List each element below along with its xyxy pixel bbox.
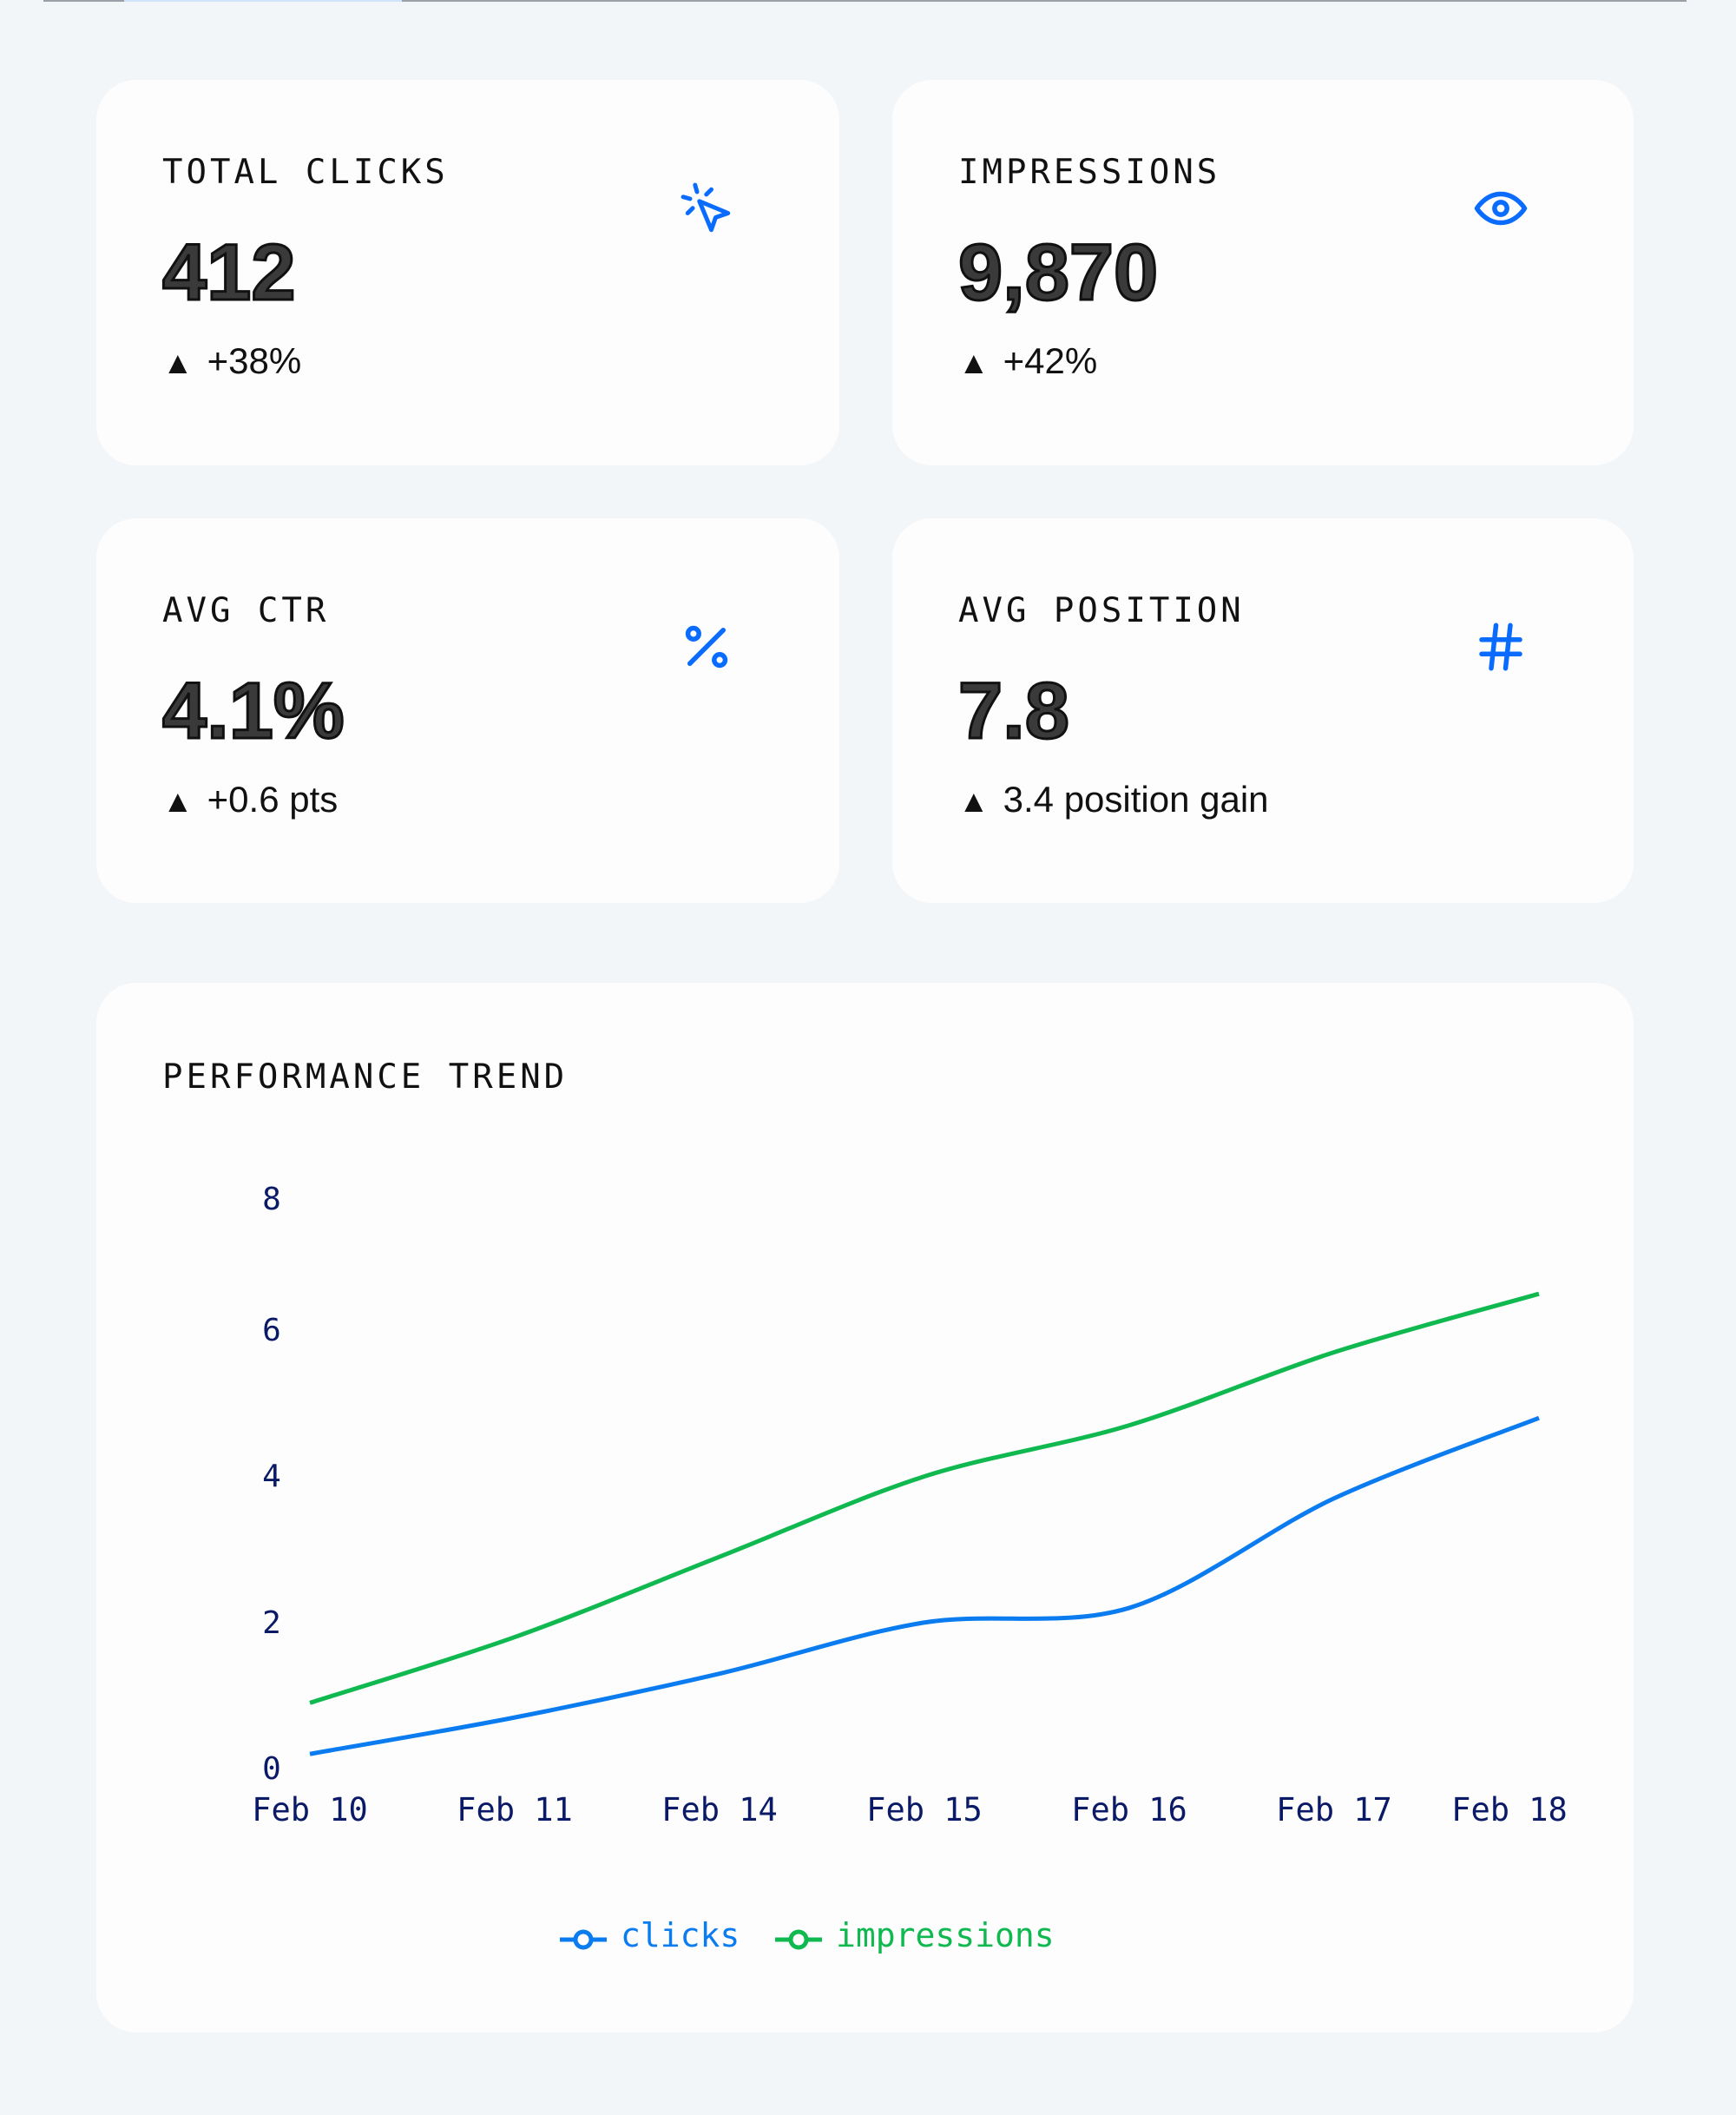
y-tick-label: 6 (262, 1313, 281, 1348)
x-tick-label: Feb 18 (1451, 1791, 1568, 1828)
legend-item-impressions: impressions (836, 1916, 1055, 1954)
cursor-click-icon (681, 182, 731, 233)
x-tick-label: Feb 10 (252, 1791, 368, 1828)
delta-text: 3.4 position gain (1003, 779, 1269, 820)
card-value: 4.1% (161, 666, 346, 757)
scrollbar-thumb[interactable] (124, 0, 402, 2)
x-tick-label: Feb 11 (457, 1791, 573, 1828)
delta-text: +38% (207, 340, 302, 381)
scrollbar-track[interactable] (43, 0, 1687, 2)
card-delta: ▲ +0.6 pts (162, 779, 338, 820)
card-value: 7.8 (957, 666, 1071, 757)
legend-marker-icon (573, 1929, 594, 1950)
triangle-up-icon: ▲ (958, 783, 990, 819)
x-tick-label: Feb 17 (1276, 1791, 1392, 1828)
card-delta: ▲ +42% (958, 340, 1097, 382)
card-avg-ctr: AVG CTR 4.1% ▲ +0.6 pts (96, 518, 839, 903)
card-value: 9,870 (957, 227, 1159, 319)
card-avg-position: AVG POSITION 7.8 ▲ 3.4 position gain (892, 518, 1634, 903)
x-tick-label: Feb 15 (866, 1791, 983, 1828)
series-line-clicks (309, 1415, 1540, 1756)
x-tick-label: Feb 16 (1071, 1791, 1187, 1828)
y-tick-label: 8 (262, 1182, 281, 1217)
chart-card: PERFORMANCE TREND (96, 983, 1634, 2033)
card-value: 412 (161, 227, 297, 319)
chart-title: PERFORMANCE TREND (162, 1058, 569, 1097)
card-label: AVG POSITION (958, 591, 1245, 630)
card-label: AVG CTR (162, 591, 330, 630)
delta-text: +0.6 pts (207, 779, 339, 820)
x-tick-label: Feb 14 (661, 1791, 778, 1828)
y-tick-label: 4 (262, 1459, 281, 1494)
card-label: IMPRESSIONS (958, 153, 1221, 192)
y-tick-label: 0 (262, 1751, 281, 1787)
series-line-impressions (309, 1291, 1540, 1705)
eye-icon (1474, 191, 1528, 226)
card-delta: ▲ +38% (162, 340, 301, 382)
y-tick-label: 2 (262, 1605, 281, 1641)
legend-marker-icon (788, 1929, 809, 1950)
card-total-clicks: TOTAL CLICKS 412 ▲ +38% (96, 80, 839, 465)
hash-icon (1479, 623, 1522, 671)
triangle-up-icon: ▲ (958, 345, 990, 380)
triangle-up-icon: ▲ (162, 783, 194, 819)
card-delta: ▲ 3.4 position gain (958, 779, 1269, 820)
triangle-up-icon: ▲ (162, 345, 194, 380)
delta-text: +42% (1003, 340, 1098, 381)
card-label: TOTAL CLICKS (162, 153, 449, 192)
legend-item-clicks: clicks (621, 1916, 740, 1954)
percent-icon (685, 625, 728, 669)
card-impressions: IMPRESSIONS 9,870 ▲ +42% (892, 80, 1634, 465)
